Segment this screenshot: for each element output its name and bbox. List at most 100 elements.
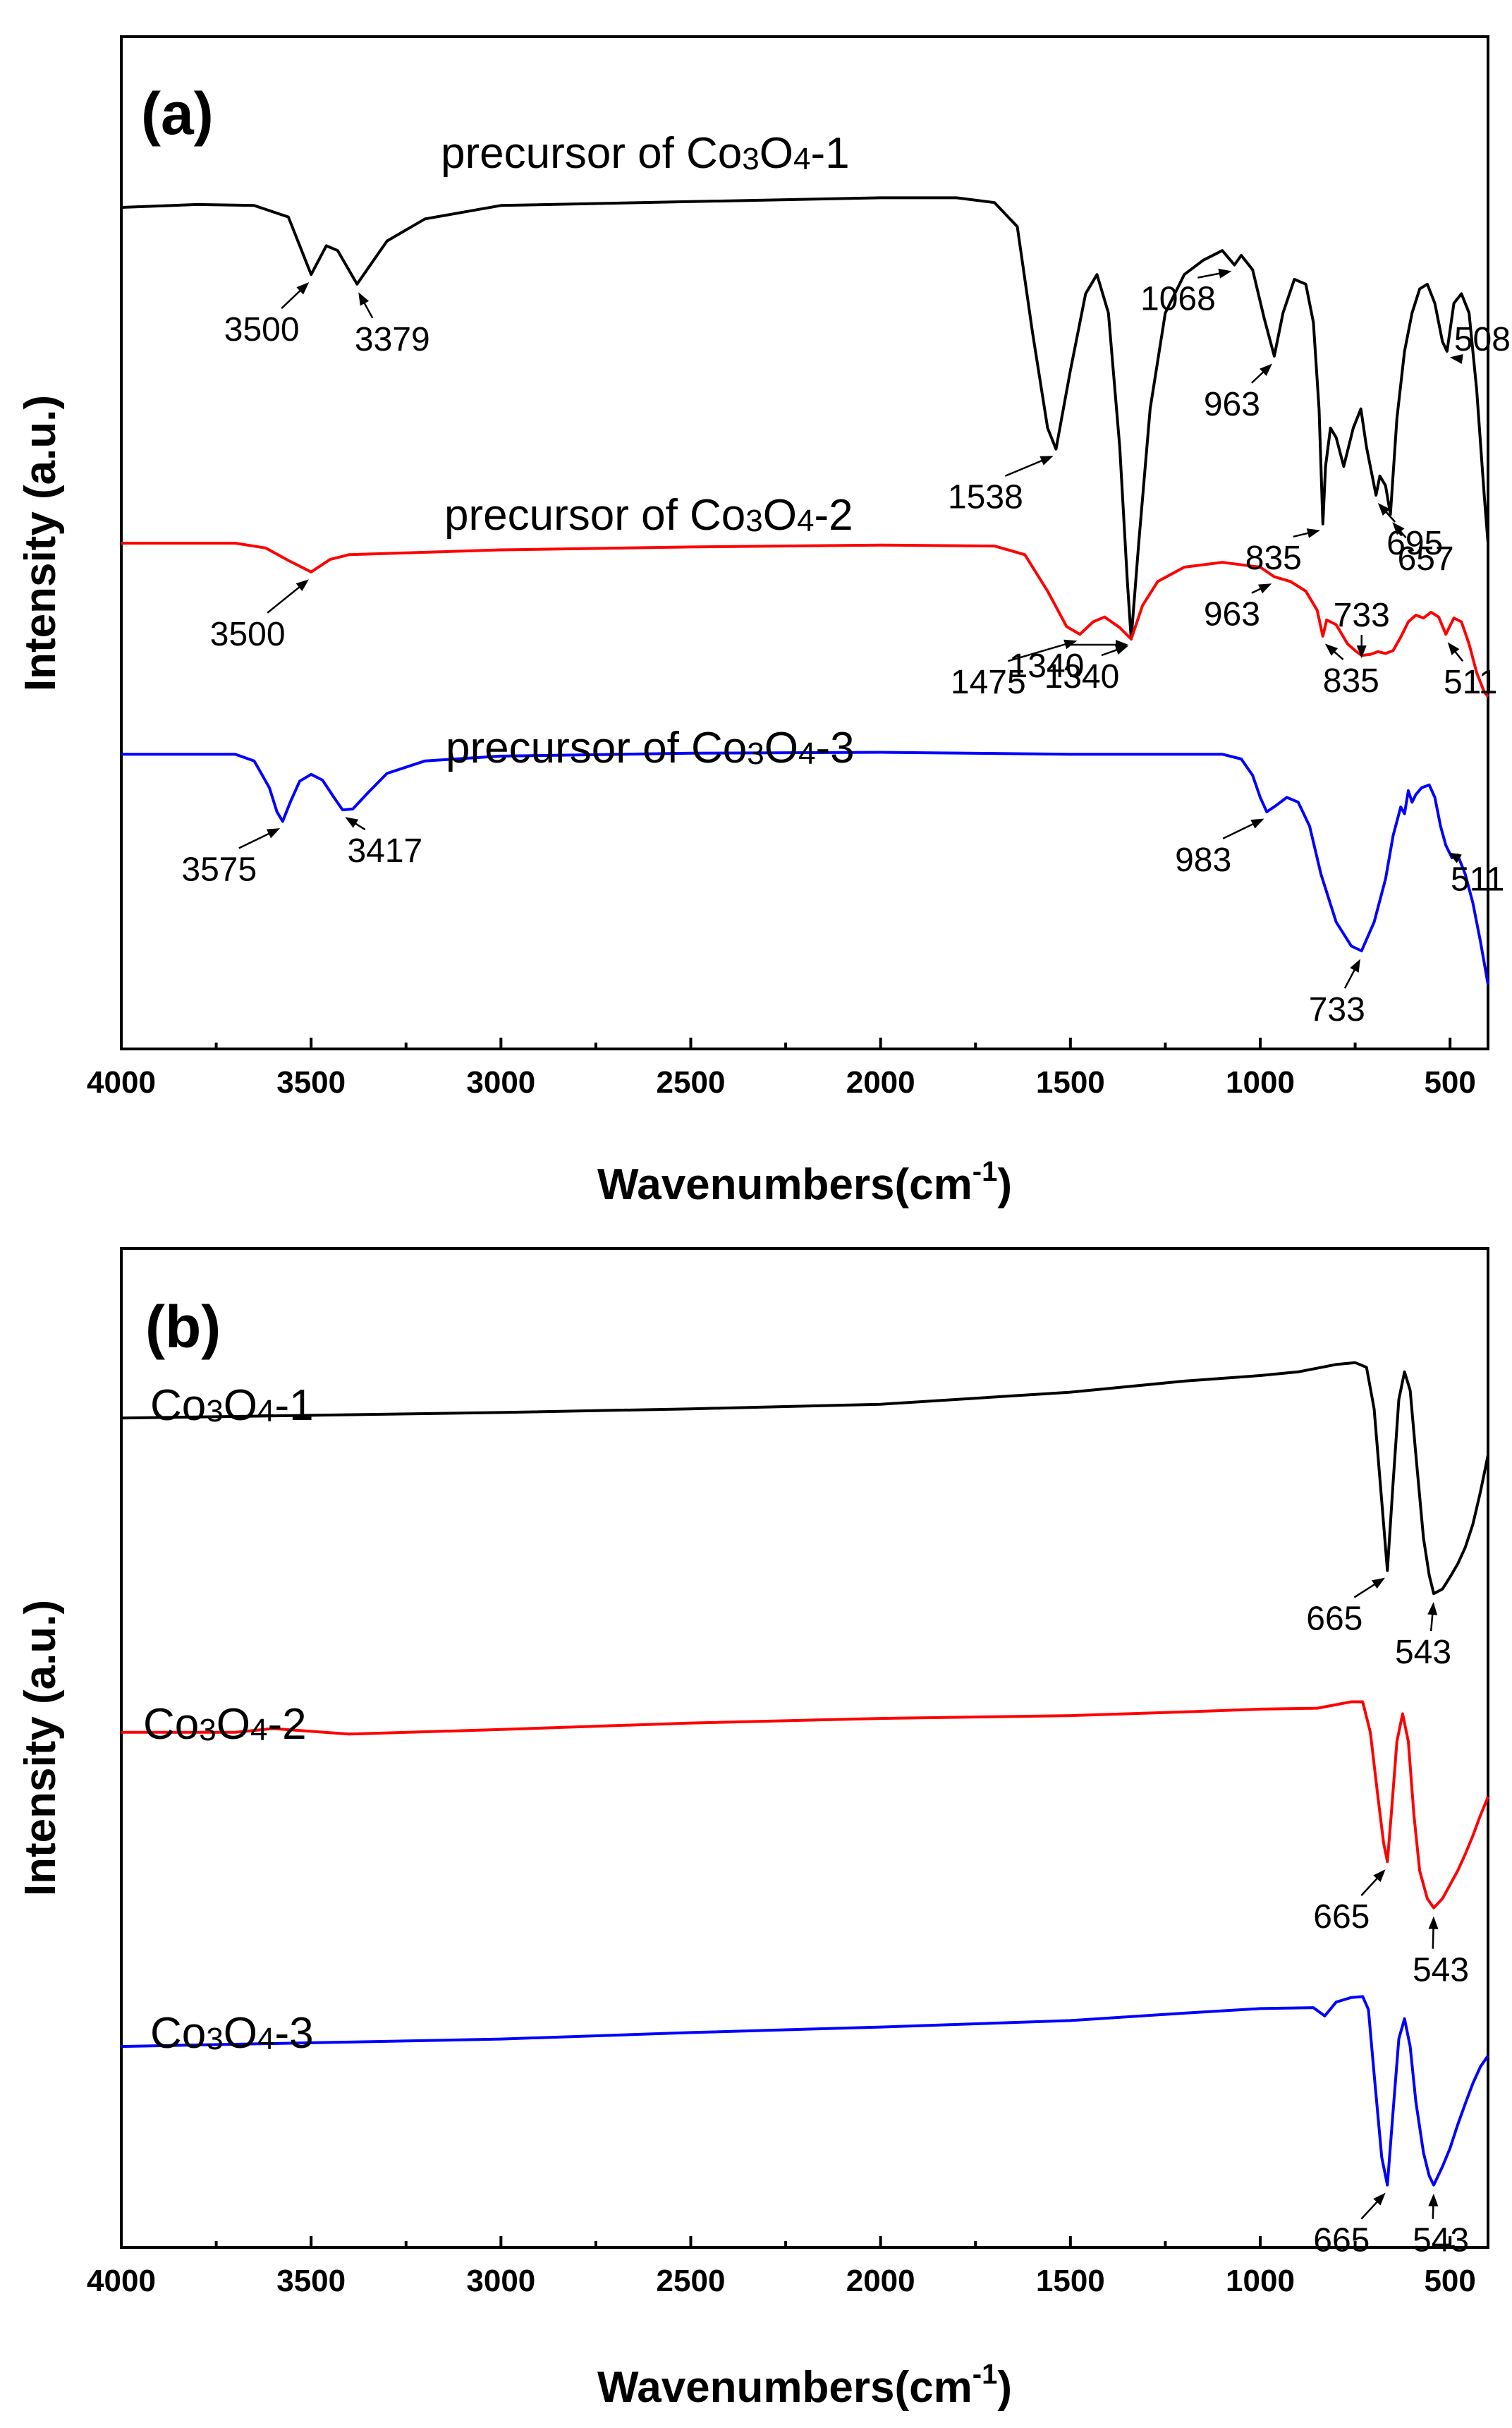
panel-a-label: (a) (141, 80, 214, 147)
x-tick-label: 500 (1424, 1065, 1475, 1100)
peak-label: 3500 (210, 616, 286, 653)
peak-arrow-head (1392, 522, 1405, 535)
panel-a: 4000 3500 3000 2500 2000 1500 1000 500 3500 3379… (16, 35, 1511, 1209)
panel-a-series-1-label: precursor of Co3O4-1 (441, 129, 850, 178)
peak-label: 508 (1454, 321, 1511, 358)
peak-arrow-head (1373, 2192, 1386, 2206)
panel-b-series-2-line (121, 1700, 1489, 1910)
panel-b-label: (b) (145, 1294, 221, 1360)
peak-arrow-head (1373, 1869, 1386, 1883)
peak-label: 1340 (1044, 658, 1120, 696)
x-tick-label: 3000 (466, 2264, 535, 2298)
panel-b: 4000 3500 3000 2500 2000 1500 1000 500 66554366… (16, 1247, 1489, 2412)
peak-arrow (1293, 531, 1311, 538)
peak-label: 665 (1313, 2222, 1370, 2259)
peak-label: 665 (1313, 1898, 1370, 1936)
panel-b-series-3-line (121, 1995, 1489, 2187)
peak-label: 665 (1306, 1600, 1362, 1637)
x-tick-label: 4000 (87, 1065, 156, 1100)
peak-arrow (1360, 2199, 1380, 2220)
peak-label: 835 (1245, 540, 1302, 577)
peak-arrow-head (1350, 959, 1360, 973)
peak-arrow-head (295, 579, 310, 592)
peak-arrow-head (1428, 2193, 1439, 2207)
panel-b-peak-annotations: 665 543 665 543 665 543 (1306, 1577, 1469, 2259)
peak-arrow (1429, 1612, 1434, 1632)
panel-b-plot-frame (120, 1247, 1489, 2249)
panel-a-series-3-label: precursor of Co3O4-3 (446, 724, 855, 772)
x-tick-label: 2500 (657, 2264, 726, 2298)
peak-arrow-head (1250, 818, 1264, 829)
peak-arrow-head (1114, 645, 1129, 655)
peak-arrow (1251, 370, 1266, 384)
peak-label: 983 (1175, 842, 1231, 879)
peak-arrow-head (1427, 1602, 1438, 1615)
panel-b-x-axis-title: Wavenumbers(cm-1) (597, 2359, 1012, 2412)
panel-a-y-axis-title: Intensity (a.u.) (16, 395, 65, 691)
x-tick-label: 3000 (466, 1065, 535, 1100)
peak-label: 963 (1204, 596, 1260, 633)
peak-arrow-head (1447, 642, 1460, 655)
peak-arrow (1432, 1926, 1434, 1949)
peak-label: 3417 (347, 832, 422, 870)
peak-arrow-head (1218, 268, 1232, 279)
peak-label: 835 (1323, 662, 1379, 700)
peak-arrow (1197, 272, 1222, 279)
peak-arrow-head (1377, 502, 1391, 516)
peak-arrow-head (1428, 1916, 1439, 1929)
peak-arrow-head (1356, 645, 1367, 659)
peak-label: 543 (1413, 2222, 1469, 2259)
peak-arrow (362, 300, 374, 319)
peak-arrow-head (266, 828, 281, 839)
x-tick-label: 2000 (846, 1065, 915, 1100)
peak-arrow-head (296, 281, 310, 295)
peak-label: 3379 (355, 321, 430, 358)
peak-arrow (238, 832, 272, 849)
peak-arrow-head (1372, 1577, 1385, 1589)
panel-a-series-1-line (121, 196, 1489, 641)
peak-arrow (281, 288, 303, 310)
peak-arrow-head (358, 292, 370, 306)
peak-label: 543 (1395, 1634, 1451, 1671)
peak-arrow-head (1040, 456, 1054, 466)
peak-arrow-head (1306, 528, 1320, 538)
peak-arrow (1004, 459, 1045, 477)
panel-b-series-3-label: Co3O4-3 (150, 2009, 314, 2058)
peak-arrow-head (1449, 354, 1463, 364)
x-tick-label: 500 (1424, 2264, 1475, 2298)
panel-b-y-axis-title: Intensity (a.u.) (16, 1600, 65, 1896)
x-tick-label: 1000 (1226, 1065, 1295, 1100)
peak-label: 1340 (1009, 648, 1085, 685)
peak-arrow (1360, 1876, 1380, 1896)
peak-arrow (267, 585, 302, 614)
panel-a-series-2-label: precursor of Co3O4-2 (444, 491, 853, 540)
peak-label: 511 (1451, 861, 1505, 898)
peak-label: 511 (1444, 664, 1498, 701)
peak-label: 543 (1413, 1952, 1469, 1989)
peak-label: 1068 (1140, 281, 1216, 318)
x-tick-label: 1500 (1036, 1065, 1105, 1100)
peak-label: 3575 (181, 851, 257, 888)
peak-label: 657 (1398, 540, 1454, 578)
peak-arrow (1353, 1582, 1377, 1598)
peak-label: 733 (1334, 597, 1390, 634)
x-tick-label: 2000 (846, 2264, 915, 2298)
peak-arrow (1222, 822, 1256, 839)
peak-arrow-head (1324, 643, 1339, 656)
panel-b-series-1-label: Co3O4-1 (150, 1381, 314, 1430)
x-tick-label: 2500 (657, 1065, 726, 1100)
peak-label: 1538 (948, 479, 1023, 516)
peak-label: 733 (1309, 991, 1365, 1028)
peak-label: 3500 (224, 311, 300, 348)
panel-b-series-1-line (121, 1361, 1489, 1596)
peak-label: 963 (1204, 386, 1260, 423)
panel-a-series (121, 196, 1489, 985)
peak-arrow-head (1063, 639, 1078, 650)
x-tick-label: 4000 (87, 2264, 156, 2298)
peak-arrow-head (1260, 363, 1273, 376)
peak-label: 1475 (951, 664, 1026, 701)
peak-arrow-head (345, 817, 359, 828)
peak-arrow (1343, 967, 1357, 989)
panel-a-series-3-line (121, 751, 1489, 985)
